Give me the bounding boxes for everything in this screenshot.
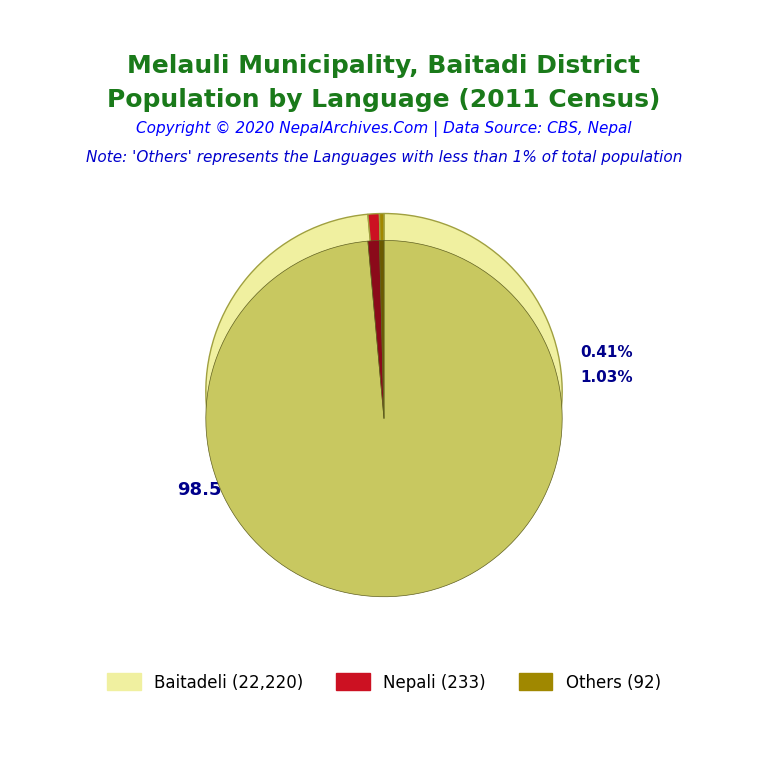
Text: Population by Language (2011 Census): Population by Language (2011 Census): [108, 88, 660, 112]
Text: 98.56%: 98.56%: [177, 481, 253, 498]
Wedge shape: [368, 240, 384, 419]
Wedge shape: [368, 214, 384, 392]
Text: Copyright © 2020 NepalArchives.Com | Data Source: CBS, Nepal: Copyright © 2020 NepalArchives.Com | Dat…: [136, 121, 632, 137]
Text: Melauli Municipality, Baitadi District: Melauli Municipality, Baitadi District: [127, 54, 641, 78]
Text: 0.41%: 0.41%: [581, 345, 633, 360]
Wedge shape: [379, 214, 384, 392]
Wedge shape: [206, 214, 562, 570]
Wedge shape: [379, 240, 384, 419]
Wedge shape: [206, 240, 562, 597]
Text: 1.03%: 1.03%: [581, 370, 633, 385]
Text: Note: 'Others' represents the Languages with less than 1% of total population: Note: 'Others' represents the Languages …: [86, 150, 682, 165]
Legend: Baitadeli (22,220), Nepali (233), Others (92): Baitadeli (22,220), Nepali (233), Others…: [101, 667, 667, 698]
